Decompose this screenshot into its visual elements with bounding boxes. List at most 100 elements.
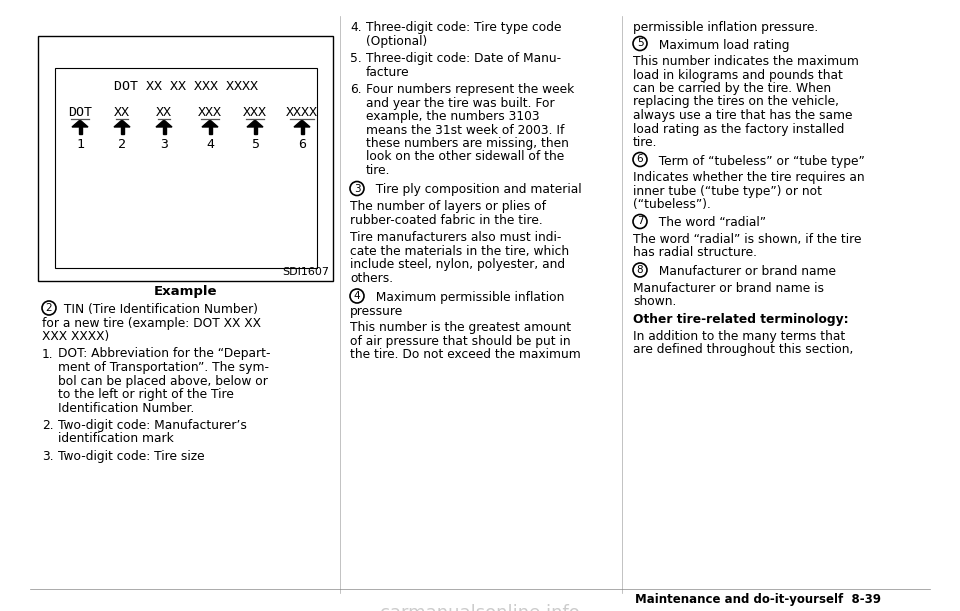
Text: 4: 4 bbox=[353, 291, 360, 301]
Text: 2.: 2. bbox=[42, 419, 54, 432]
Text: This number indicates the maximum: This number indicates the maximum bbox=[633, 55, 859, 68]
Text: 2: 2 bbox=[46, 303, 52, 313]
Text: inner tube (“tube type”) or not: inner tube (“tube type”) or not bbox=[633, 185, 822, 197]
Text: Maximum permissible inflation: Maximum permissible inflation bbox=[368, 291, 564, 304]
Text: rubber-coated fabric in the tire.: rubber-coated fabric in the tire. bbox=[350, 213, 542, 227]
Text: Two-digit code: Manufacturer’s: Two-digit code: Manufacturer’s bbox=[58, 419, 247, 432]
Text: cate the materials in the tire, which: cate the materials in the tire, which bbox=[350, 244, 569, 257]
Bar bbox=[121, 127, 124, 134]
Text: XXXX: XXXX bbox=[286, 106, 318, 119]
Text: XX: XX bbox=[114, 106, 130, 119]
Bar bbox=[208, 127, 211, 134]
Text: these numbers are missing, then: these numbers are missing, then bbox=[366, 137, 569, 150]
Text: Term of “tubeless” or “tube type”: Term of “tubeless” or “tube type” bbox=[651, 155, 865, 167]
Text: 7: 7 bbox=[636, 216, 643, 227]
Text: Four numbers represent the week: Four numbers represent the week bbox=[366, 83, 574, 96]
Text: 1.: 1. bbox=[42, 348, 54, 360]
Text: Identification Number.: Identification Number. bbox=[58, 401, 194, 414]
Text: of air pressure that should be put in: of air pressure that should be put in bbox=[350, 334, 570, 348]
Bar bbox=[300, 127, 303, 134]
Text: others.: others. bbox=[350, 271, 394, 285]
Text: load in kilograms and pounds that: load in kilograms and pounds that bbox=[633, 68, 843, 81]
Text: include steel, nylon, polyester, and: include steel, nylon, polyester, and bbox=[350, 258, 565, 271]
Text: for a new tire (example: DOT XX XX: for a new tire (example: DOT XX XX bbox=[42, 316, 261, 329]
Text: replacing the tires on the vehicle,: replacing the tires on the vehicle, bbox=[633, 95, 839, 109]
Text: The word “radial” is shown, if the tire: The word “radial” is shown, if the tire bbox=[633, 233, 861, 246]
Polygon shape bbox=[202, 120, 218, 127]
Text: 6.: 6. bbox=[350, 83, 362, 96]
Text: has radial structure.: has radial structure. bbox=[633, 246, 757, 260]
Text: The word “radial”: The word “radial” bbox=[651, 216, 766, 230]
Text: (“tubeless”).: (“tubeless”). bbox=[633, 198, 710, 211]
Text: 4: 4 bbox=[206, 138, 214, 151]
Text: DOT: DOT bbox=[68, 106, 92, 119]
Text: shown.: shown. bbox=[633, 295, 677, 308]
Text: (Optional): (Optional) bbox=[366, 34, 427, 48]
Text: 4.: 4. bbox=[350, 21, 362, 34]
Text: load rating as the factory installed: load rating as the factory installed bbox=[633, 122, 845, 136]
Text: example, the numbers 3103: example, the numbers 3103 bbox=[366, 110, 540, 123]
Text: ment of Transportation”. The sym-: ment of Transportation”. The sym- bbox=[58, 361, 269, 374]
Text: 6: 6 bbox=[636, 155, 643, 164]
Bar bbox=[55, 68, 317, 268]
Text: to the left or right of the Tire: to the left or right of the Tire bbox=[58, 388, 234, 401]
Text: SDI1607: SDI1607 bbox=[282, 267, 329, 277]
Bar bbox=[253, 127, 256, 134]
Text: 3: 3 bbox=[353, 183, 360, 194]
Text: Three-digit code: Tire type code: Three-digit code: Tire type code bbox=[366, 21, 562, 34]
Text: 3.: 3. bbox=[42, 450, 54, 463]
Text: Maintenance and do-it-yourself  8-39: Maintenance and do-it-yourself 8-39 bbox=[635, 593, 881, 606]
Text: 5: 5 bbox=[251, 138, 259, 151]
Text: The number of layers or plies of: The number of layers or plies of bbox=[350, 200, 546, 213]
Polygon shape bbox=[294, 120, 310, 127]
Text: Example: Example bbox=[154, 285, 217, 298]
Bar bbox=[162, 127, 165, 134]
Text: 3: 3 bbox=[160, 138, 168, 151]
Text: Two-digit code: Tire size: Two-digit code: Tire size bbox=[58, 450, 204, 463]
Polygon shape bbox=[156, 120, 172, 127]
Text: the tire. Do not exceed the maximum: the tire. Do not exceed the maximum bbox=[350, 348, 581, 361]
Text: Other tire-related terminology:: Other tire-related terminology: bbox=[633, 313, 849, 326]
Text: carmanualsonline.info: carmanualsonline.info bbox=[380, 604, 580, 611]
Text: are defined throughout this section,: are defined throughout this section, bbox=[633, 343, 853, 356]
Text: XXX: XXX bbox=[198, 106, 222, 119]
Polygon shape bbox=[247, 120, 263, 127]
Text: TIN (Tire Identification Number): TIN (Tire Identification Number) bbox=[60, 303, 258, 316]
Text: Indicates whether the tire requires an: Indicates whether the tire requires an bbox=[633, 171, 865, 184]
Text: Tire manufacturers also must indi-: Tire manufacturers also must indi- bbox=[350, 231, 562, 244]
Text: 6: 6 bbox=[298, 138, 306, 151]
Text: 2: 2 bbox=[118, 138, 126, 151]
Text: Manufacturer or brand name: Manufacturer or brand name bbox=[651, 265, 836, 278]
Text: XXX XXXX): XXX XXXX) bbox=[42, 330, 109, 343]
Text: 8: 8 bbox=[636, 265, 643, 275]
Text: look on the other sidewall of the: look on the other sidewall of the bbox=[366, 150, 564, 164]
Text: Maximum load rating: Maximum load rating bbox=[651, 38, 789, 51]
Text: bol can be placed above, below or: bol can be placed above, below or bbox=[58, 375, 268, 387]
Text: Three-digit code: Date of Manu-: Three-digit code: Date of Manu- bbox=[366, 52, 562, 65]
Text: pressure: pressure bbox=[350, 304, 403, 318]
Text: DOT: Abbreviation for the “Depart-: DOT: Abbreviation for the “Depart- bbox=[58, 348, 271, 360]
Text: DOT XX XX XXX XXXX: DOT XX XX XXX XXXX bbox=[114, 80, 258, 93]
Text: tire.: tire. bbox=[633, 136, 658, 149]
Polygon shape bbox=[114, 120, 130, 127]
Text: 5.: 5. bbox=[350, 52, 362, 65]
Text: In addition to the many terms that: In addition to the many terms that bbox=[633, 330, 845, 343]
Polygon shape bbox=[72, 120, 88, 127]
Text: XX: XX bbox=[156, 106, 172, 119]
Text: tire.: tire. bbox=[366, 164, 391, 177]
Text: 1: 1 bbox=[76, 138, 84, 151]
Text: Manufacturer or brand name is: Manufacturer or brand name is bbox=[633, 282, 824, 295]
Text: identification mark: identification mark bbox=[58, 433, 174, 445]
Bar bbox=[38, 36, 333, 281]
Text: This number is the greatest amount: This number is the greatest amount bbox=[350, 321, 571, 334]
Text: facture: facture bbox=[366, 65, 410, 78]
Text: 5: 5 bbox=[636, 38, 643, 48]
Text: permissible inflation pressure.: permissible inflation pressure. bbox=[633, 21, 818, 34]
Text: Tire ply composition and material: Tire ply composition and material bbox=[368, 183, 582, 197]
Text: XXX: XXX bbox=[243, 106, 267, 119]
Bar bbox=[79, 127, 82, 134]
Text: always use a tire that has the same: always use a tire that has the same bbox=[633, 109, 852, 122]
Text: means the 31st week of 2003. If: means the 31st week of 2003. If bbox=[366, 123, 564, 136]
Text: can be carried by the tire. When: can be carried by the tire. When bbox=[633, 82, 831, 95]
Text: and year the tire was built. For: and year the tire was built. For bbox=[366, 97, 555, 109]
